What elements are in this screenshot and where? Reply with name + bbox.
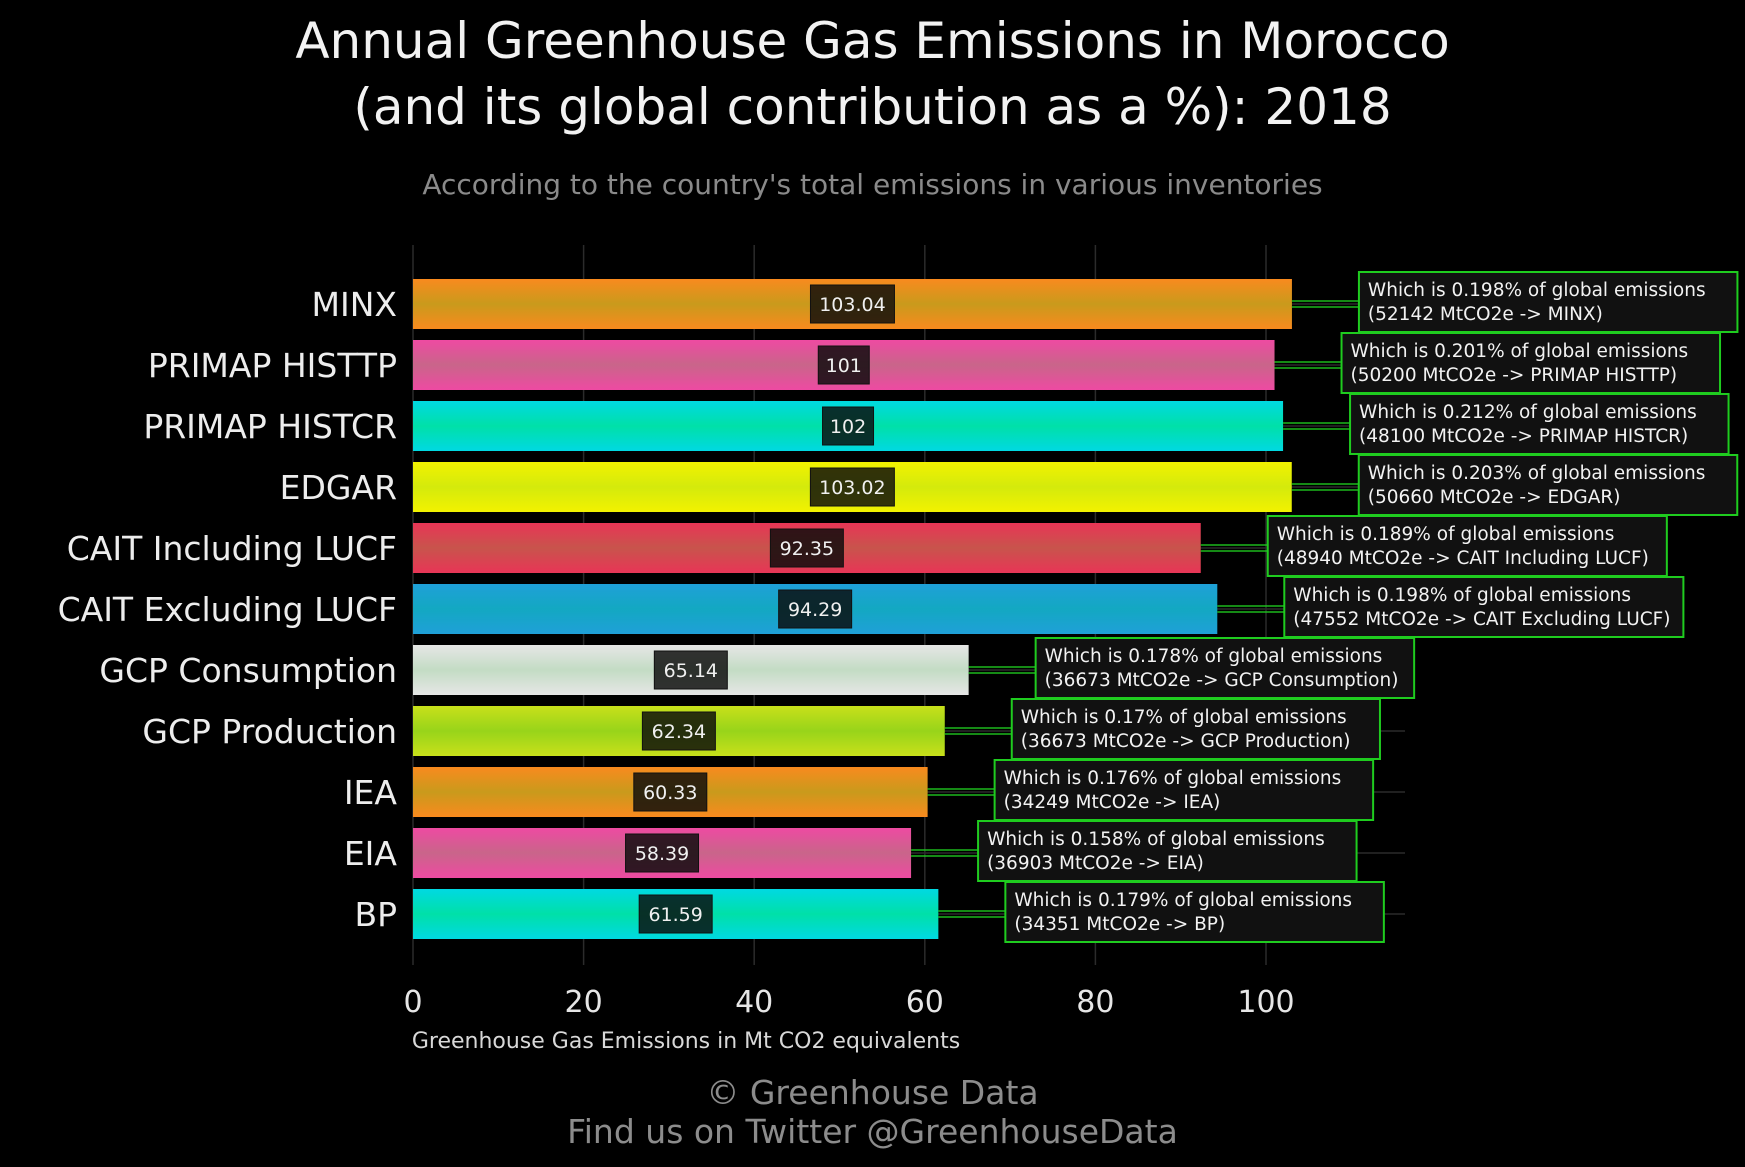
annotation-box — [1010, 698, 1381, 760]
data-label: 94.29 — [788, 599, 842, 621]
data-label: 103.04 — [819, 294, 885, 316]
category-label: PRIMAP HISTTP — [148, 346, 397, 385]
category-label: EIA — [344, 834, 398, 873]
category-label: GCP Consumption — [99, 651, 397, 690]
annotation-text-line1: Which is 0.179% of global emissions — [1014, 890, 1352, 911]
annotation-text-line2: (36903 MtCO2e -> EIA) — [987, 853, 1204, 874]
category-label: IEA — [344, 773, 398, 812]
data-label-box — [769, 528, 844, 568]
annotation-text-line2: (52142 MtCO2e -> MINX) — [1368, 304, 1603, 325]
data-label-box — [778, 589, 853, 629]
data-label: 92.35 — [780, 538, 834, 560]
annotation-text-line2: (50660 MtCO2e -> EDGAR) — [1368, 487, 1621, 508]
x-tick-label: 0 — [403, 985, 422, 1020]
annotation-text-line2: (34249 MtCO2e -> IEA) — [1004, 792, 1221, 813]
annotation-text-line2: (34351 MtCO2e -> BP) — [1014, 914, 1225, 935]
category-label: MINX — [312, 285, 398, 324]
annotation-text-line2: (50200 MtCO2e -> PRIMAP HISTTP) — [1351, 365, 1678, 386]
annotation-text-line1: Which is 0.201% of global emissions — [1351, 341, 1689, 362]
annotation-text-line1: Which is 0.158% of global emissions — [987, 829, 1325, 850]
category-label: CAIT Excluding LUCF — [58, 590, 397, 629]
x-axis-label: Greenhouse Gas Emissions in Mt CO2 equiv… — [412, 1029, 960, 1054]
annotation-text-line1: Which is 0.203% of global emissions — [1368, 463, 1706, 484]
annotations: Which is 0.198% of global emissions (5214… — [911, 271, 1739, 943]
data-label-box — [817, 345, 870, 385]
x-tick-label: 100 — [1237, 985, 1294, 1020]
annotation-box — [993, 759, 1375, 821]
annotation-box — [1283, 576, 1685, 638]
chart-title-line2: (and its global contribution as a %): 20… — [353, 78, 1392, 136]
annotation-text-line2: (36673 MtCO2e -> GCP Production) — [1021, 731, 1351, 752]
data-label-box — [625, 833, 700, 873]
annotation-text-line1: Which is 0.198% of global emissions — [1368, 280, 1706, 301]
data-label-box — [641, 711, 716, 751]
annotation-text-line2: (48100 MtCO2e -> PRIMAP HISTCR) — [1359, 426, 1688, 447]
bars: 103.04 101 102 103.02 92.35 94.29 65.14 62.34 60… — [413, 279, 1292, 939]
annotation-box — [1349, 393, 1730, 455]
annotation-text-line2: (48940 MtCO2e -> CAIT Including LUCF) — [1277, 548, 1649, 569]
data-label-box — [809, 467, 895, 507]
annotation-box — [977, 820, 1358, 882]
category-label: CAIT Including LUCF — [67, 529, 397, 568]
category-label: BP — [354, 895, 397, 934]
x-tick-label: 20 — [565, 985, 603, 1020]
annotation-text-line1: Which is 0.17% of global emissions — [1021, 707, 1347, 728]
annotation-text-line1: Which is 0.198% of global emissions — [1293, 585, 1631, 606]
data-label: 65.14 — [664, 660, 718, 682]
data-label: 102 — [830, 416, 866, 438]
data-label: 58.39 — [635, 843, 689, 865]
category-label: EDGAR — [280, 468, 397, 507]
chart-title-line1: Annual Greenhouse Gas Emissions in Moroc… — [295, 12, 1450, 70]
x-tick-label: 80 — [1076, 985, 1114, 1020]
annotation-box — [1357, 454, 1739, 516]
annotation-box — [1266, 515, 1668, 577]
annotation-text-line1: Which is 0.178% of global emissions — [1045, 646, 1383, 667]
category-label: PRIMAP HISTCR — [143, 407, 397, 446]
annotation-box — [1357, 271, 1739, 333]
annotation-text-line2: (36673 MtCO2e -> GCP Consumption) — [1045, 670, 1399, 691]
data-label: 103.02 — [819, 477, 885, 499]
data-label: 60.33 — [643, 782, 697, 804]
data-label: 61.59 — [648, 904, 702, 926]
data-label-box — [809, 284, 895, 324]
axes: 0 20 40 60 80 100 Greenhouse Gas Emissions in … — [58, 285, 1295, 1054]
footer-copyright: © Greenhouse Data — [706, 1073, 1039, 1112]
data-label: 62.34 — [652, 721, 706, 743]
data-label-box — [638, 894, 713, 934]
data-label-box — [633, 772, 708, 812]
annotation-box — [1004, 881, 1385, 943]
footer-twitter: Find us on Twitter @GreenhouseData — [567, 1112, 1178, 1151]
x-tick-label: 60 — [906, 985, 944, 1020]
annotation-text-line2: (47552 MtCO2e -> CAIT Excluding LUCF) — [1293, 609, 1670, 630]
data-label-box — [822, 406, 875, 446]
annotation-text-line1: Which is 0.212% of global emissions — [1359, 402, 1697, 423]
data-label: 101 — [826, 355, 862, 377]
annotation-text-line1: Which is 0.176% of global emissions — [1004, 768, 1342, 789]
data-label-box — [653, 650, 728, 690]
chart-subtitle: According to the country's total emissio… — [422, 168, 1323, 201]
x-tick-label: 40 — [735, 985, 773, 1020]
annotation-box — [1034, 637, 1416, 699]
category-label: GCP Production — [142, 712, 397, 751]
annotation-text-line1: Which is 0.189% of global emissions — [1277, 524, 1615, 545]
